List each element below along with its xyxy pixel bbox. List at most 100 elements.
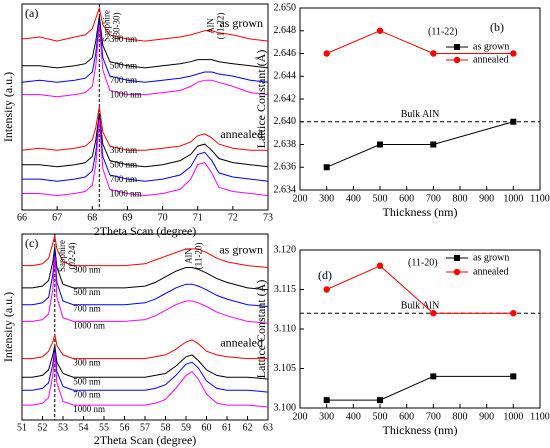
x-tick-label: 600 (399, 411, 414, 422)
marker (323, 397, 330, 404)
x-axis-label: Thickness (nm) (383, 205, 458, 219)
peak-label: (11-20) (193, 243, 203, 270)
marker (430, 50, 437, 57)
y-tick-label: 3.120 (274, 244, 297, 255)
spectrum (22, 16, 269, 69)
legend-label: as grown (473, 252, 509, 263)
series-label: 300 nm (110, 34, 137, 44)
y-tick-label: 2.642 (274, 93, 297, 104)
series-label: 700 nm (110, 75, 137, 85)
x-axis-label: 2Theta Scan (degree) (94, 224, 197, 238)
x-tick-label: 52 (38, 422, 48, 433)
x-tick-label: 300 (319, 193, 334, 204)
y-tick-label: 2.650 (274, 2, 297, 13)
x-tick-label: 1100 (530, 193, 550, 204)
x-tick-label: 400 (346, 411, 361, 422)
series-line (326, 265, 514, 314)
legend-label: annealed (473, 54, 509, 65)
spectrum (22, 119, 269, 197)
spectrum (22, 117, 269, 182)
marker (454, 255, 460, 261)
marker (323, 50, 330, 57)
series-label: 1000 nm (110, 188, 142, 198)
series-label: 500 nm (110, 61, 137, 71)
x-tick-label: 70 (158, 212, 168, 223)
y-tick-label: 2.634 (274, 184, 297, 195)
y-tick-label: 2.640 (274, 116, 297, 127)
spectrum (22, 113, 269, 168)
series-label: 500 nm (110, 160, 137, 170)
y-tick-label: 2.648 (274, 25, 297, 36)
series-label: 700 nm (110, 174, 137, 184)
x-tick-label: 57 (140, 422, 150, 433)
x-tick-label: 59 (181, 422, 191, 433)
marker (376, 27, 384, 34)
panel-label: (b) (490, 20, 504, 34)
x-tick-label: 1000 (503, 411, 523, 422)
x-tick-label: 56 (120, 422, 130, 433)
y-tick-label: 2.646 (274, 48, 297, 59)
spectrum (22, 256, 269, 324)
panel-label: (d) (318, 268, 332, 282)
series-label: 500 nm (73, 376, 100, 386)
series-label: 700 nm (73, 389, 100, 399)
marker (377, 397, 383, 404)
series-line (326, 30, 514, 54)
peak-label: Sapphire (101, 10, 111, 42)
x-tick-label: 600 (399, 193, 414, 204)
series-label: 500 nm (73, 287, 100, 297)
x-tick-label: 68 (87, 212, 97, 223)
y-tick-label: 3.110 (274, 323, 296, 334)
x-tick-label: 900 (479, 411, 494, 422)
x-tick-label: 500 (373, 411, 388, 422)
panel-label: (c) (25, 236, 38, 250)
x-tick-label: 1000 (503, 193, 523, 204)
spectrum (22, 246, 269, 291)
x-tick-label: 61 (222, 422, 232, 433)
x-tick-label: 900 (479, 193, 494, 204)
peak-label: (02-24) (67, 243, 77, 270)
series-label: 700 nm (73, 304, 100, 314)
marker (510, 50, 517, 57)
x-tick-label: 51 (17, 422, 27, 433)
marker (430, 310, 437, 317)
x-tick-label: 700 (426, 411, 441, 422)
x-tick-label: 1100 (530, 411, 550, 422)
group-label: as grown (219, 242, 263, 256)
series-line (326, 375, 514, 401)
series-label: 300 nm (73, 358, 100, 368)
x-tick-label: 500 (373, 193, 388, 204)
x-tick-label: 67 (52, 212, 62, 223)
y-tick-label: 2.638 (274, 139, 297, 150)
x-tick-label: 66 (17, 212, 27, 223)
spectrum (22, 252, 269, 307)
x-tick-label: 700 (426, 193, 441, 204)
spectrum (22, 352, 269, 408)
x-tick-label: 63 (263, 422, 273, 433)
spectrum (22, 334, 268, 360)
plot-frame (21, 3, 269, 211)
peak-label: Sapphire (57, 240, 67, 272)
x-tick-label: 300 (319, 411, 334, 422)
series-label: 1000 nm (73, 404, 105, 414)
x-tick-label: 55 (99, 422, 109, 433)
marker (453, 268, 461, 276)
spectrum (22, 24, 269, 98)
peak-label: (30-30) (111, 13, 121, 40)
x-tick-label: 71 (193, 212, 203, 223)
legend-label: annealed (473, 266, 509, 277)
marker (454, 44, 460, 50)
series-label: 1000 nm (110, 90, 142, 100)
y-tick-label: 2.636 (274, 162, 297, 173)
y-axis-label: Lattice Constant (Å) (254, 280, 268, 379)
reference-label: Bulk AlN (401, 109, 440, 120)
marker (430, 141, 437, 148)
marker (323, 286, 330, 293)
peak-label: AlN (205, 18, 215, 34)
x-tick-label: 200 (293, 193, 308, 204)
spectrum (22, 345, 269, 380)
x-axis-label: Thickness (nm) (383, 423, 458, 437)
y-axis-label: Lattice Constant (Å) (254, 50, 268, 149)
